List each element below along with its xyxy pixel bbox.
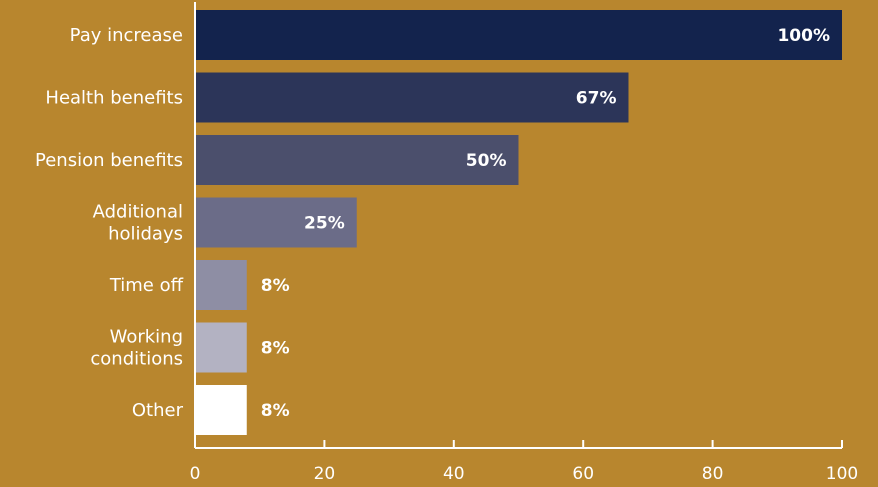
category-label-5-1: conditions: [90, 349, 183, 370]
x-tick-label-1: 20: [314, 464, 336, 484]
bar-1: [195, 72, 629, 123]
category-label-0-0: Pay increase: [70, 25, 183, 46]
value-label-0: 100%: [777, 26, 830, 46]
value-label-5: 8%: [261, 339, 290, 359]
x-tick-label-5: 100: [826, 464, 858, 484]
category-label-6-0: Other: [132, 400, 184, 421]
category-label-4-0: Time off: [109, 275, 184, 296]
category-label-3-1: holidays: [108, 224, 183, 245]
x-tick-label-3: 60: [572, 464, 594, 484]
x-tick-label-0: 0: [190, 464, 201, 484]
x-tick-label-4: 80: [702, 464, 724, 484]
category-label-2-0: Pension benefits: [35, 150, 183, 171]
bar-6: [195, 385, 247, 435]
x-tick-label-2: 40: [443, 464, 465, 484]
category-label-1-0: Health benefits: [45, 88, 183, 109]
value-label-1: 67%: [576, 89, 617, 109]
value-label-3: 25%: [304, 214, 345, 234]
value-label-6: 8%: [261, 401, 290, 421]
bar-3: [195, 197, 357, 248]
category-label-5-0: Working: [110, 327, 183, 348]
value-label-2: 50%: [466, 151, 507, 171]
bar-5: [195, 322, 247, 373]
bar-0: [195, 10, 842, 60]
bar-4: [195, 260, 247, 310]
value-label-4: 8%: [261, 276, 290, 296]
category-label-3-0: Additional: [93, 202, 183, 223]
bar-2: [195, 135, 519, 185]
